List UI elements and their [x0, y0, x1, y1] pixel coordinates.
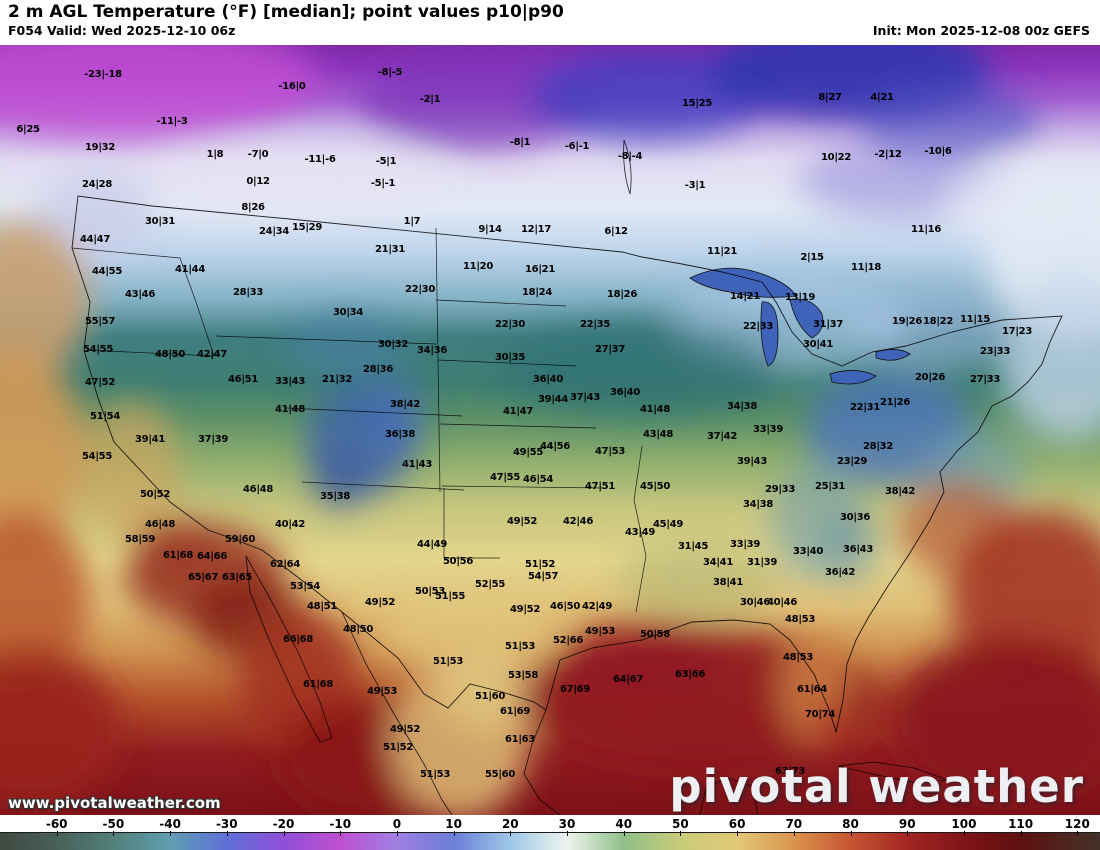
colorbar-tick-mark — [680, 831, 682, 836]
colorbar-tick-mark — [907, 831, 909, 836]
mexico-west-coast — [341, 611, 453, 815]
colorbar-tick-label: 40 — [615, 817, 633, 831]
state-borders — [71, 227, 647, 613]
colorbar: -60 -50 -40 -30 -20 -10 0 10 20 30 40 50 60 70 80 90 100… — [0, 815, 1100, 850]
colorbar-tick-mark — [396, 831, 398, 836]
colorbar-tick-mark — [793, 831, 795, 836]
colorbar-tick-label: 110 — [1008, 817, 1034, 831]
colorbar-gradient — [0, 832, 1100, 850]
colorbar-tick-label: 120 — [1064, 817, 1090, 831]
colorbar-tick-mark — [226, 831, 228, 836]
great-lakes — [689, 267, 911, 385]
colorbar-tick-label: 0 — [392, 817, 402, 831]
colorbar-tick-mark — [283, 831, 285, 836]
temperature-field — [0, 45, 1100, 815]
colorbar-tick-label: 80 — [842, 817, 859, 831]
colorbar-tick-mark — [737, 831, 739, 836]
colorbar-tick-mark — [170, 831, 172, 836]
colorbar-tick-label: -40 — [159, 817, 181, 831]
conus-outline — [71, 195, 1063, 734]
lake-superior — [689, 267, 797, 298]
header: 2 m AGL Temperature (°F) [median]; point… — [0, 0, 1100, 45]
lake-michigan — [760, 301, 779, 367]
colorbar-tick-mark — [56, 831, 58, 836]
colorbar-tick-label: -50 — [102, 817, 125, 831]
temperature-anomaly-layer — [0, 45, 1100, 815]
colorbar-tick-label: 70 — [785, 817, 803, 831]
colorbar-tick-label: -60 — [45, 817, 68, 831]
init-time-label: Init: Mon 2025-12-08 00z GEFS — [872, 23, 1090, 38]
colorbar-tick-mark — [963, 831, 965, 836]
colorbar-tick-label: -10 — [329, 817, 352, 831]
colorbar-tick-label: 20 — [501, 817, 519, 831]
website-url-watermark: www.pivotalweather.com — [8, 794, 221, 812]
colorbar-tick-mark — [340, 831, 342, 836]
colorbar-tick-mark — [510, 831, 512, 836]
baja-peninsula — [245, 555, 333, 743]
colorbar-tick-label: 90 — [898, 817, 916, 831]
mexico-east-coast — [523, 709, 561, 815]
lake-erie — [829, 370, 877, 385]
pivotal-weather-watermark: pivotal weather — [669, 760, 1084, 813]
colorbar-tick-label: -20 — [272, 817, 295, 831]
lake-huron — [789, 298, 824, 339]
colorbar-tick-mark — [623, 831, 625, 836]
mexico-caribbean-coastlines — [245, 139, 949, 815]
geographic-borders — [71, 139, 1063, 815]
colorbar-tick-mark — [453, 831, 455, 836]
colorbar-tick-label: 30 — [558, 817, 576, 831]
colorbar-tick-label: 60 — [728, 817, 746, 831]
colorbar-tick-mark — [1020, 831, 1022, 836]
colorbar-tick-mark — [113, 831, 115, 836]
map-title: 2 m AGL Temperature (°F) [median]; point… — [8, 2, 564, 22]
colorbar-tick-label: -30 — [215, 817, 238, 831]
colorbar-tick-label: 100 — [951, 817, 977, 831]
yucatan — [699, 777, 759, 815]
lake-ontario — [875, 349, 911, 361]
lake-winnipeg — [623, 139, 632, 195]
valid-time-label: F054 Valid: Wed 2025-12-10 06z — [8, 23, 236, 38]
colorbar-tick-mark — [850, 831, 852, 836]
colorbar-tick-mark — [1077, 831, 1079, 836]
colorbar-tick-mark — [567, 831, 568, 836]
cuba — [837, 761, 949, 783]
colorbar-tick-label: 10 — [445, 817, 462, 831]
colorbar-tick-label: 50 — [672, 817, 689, 831]
weather-map[interactable] — [0, 45, 1100, 815]
